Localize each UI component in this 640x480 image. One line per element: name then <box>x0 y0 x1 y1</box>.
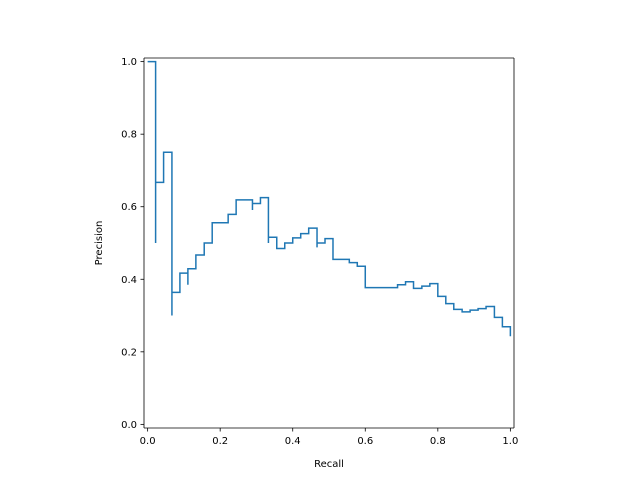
y-axis-label: Precision <box>94 221 105 266</box>
x-tick-label: 0.0 <box>140 436 156 447</box>
x-tick-label: 0.4 <box>285 436 301 447</box>
y-tick-label: 1.0 <box>121 57 137 68</box>
x-tick-label: 0.8 <box>430 436 446 447</box>
y-tick-label: 0.2 <box>121 347 137 358</box>
y-axis-ticks: 0.0 0.2 0.4 0.6 0.8 1.0 <box>121 57 144 431</box>
precision-recall-curve <box>147 60 512 337</box>
x-tick-label: 1.0 <box>502 436 518 447</box>
y-tick-label: 0.4 <box>121 275 137 286</box>
plot-area <box>144 58 514 428</box>
y-tick-label: 0.6 <box>121 202 137 213</box>
x-tick-label: 0.6 <box>357 436 373 447</box>
x-tick-label: 0.2 <box>212 436 228 447</box>
axes-frame <box>143 57 515 429</box>
y-tick-label: 0.8 <box>121 130 137 141</box>
y-tick-label: 0.0 <box>121 420 137 431</box>
x-axis-label: Recall <box>314 459 344 470</box>
x-axis-ticks: 0.0 0.2 0.4 0.6 0.8 1.0 <box>140 428 518 447</box>
